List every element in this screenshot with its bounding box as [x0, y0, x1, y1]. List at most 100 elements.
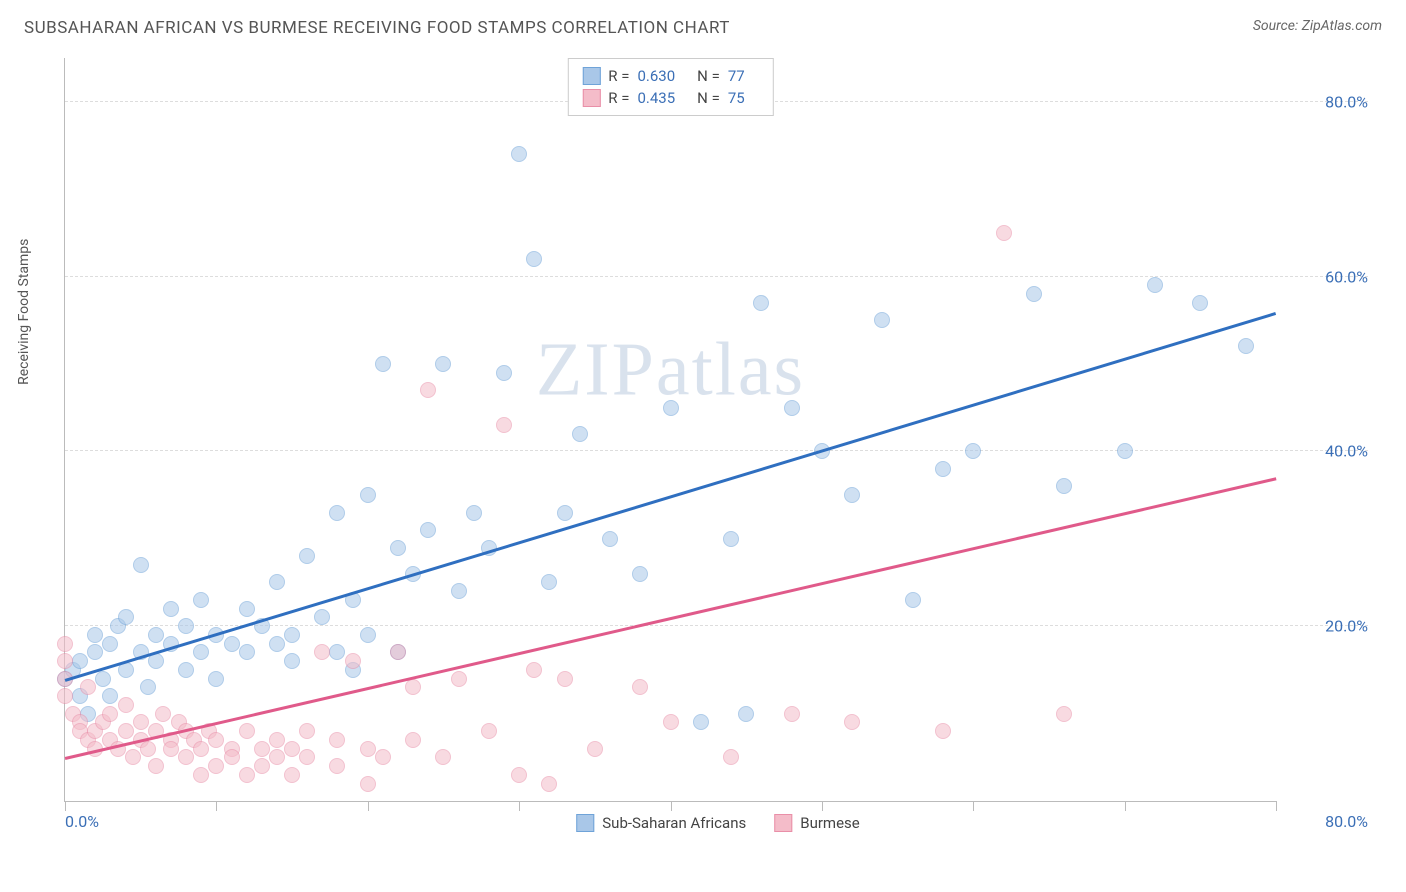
- x-axis-max-label: 80.0%: [1325, 812, 1368, 831]
- data-point: [314, 644, 330, 660]
- data-point: [435, 356, 451, 372]
- data-point: [254, 758, 270, 774]
- data-point: [557, 505, 573, 521]
- data-point: [375, 749, 391, 765]
- data-point: [451, 583, 467, 599]
- x-axis-min-label: 0.0%: [65, 812, 99, 831]
- data-point: [118, 609, 134, 625]
- data-point: [208, 671, 224, 687]
- swatch-series-a: [576, 814, 594, 832]
- x-tick: [519, 801, 520, 811]
- data-point: [163, 741, 179, 757]
- y-tick-label: 40.0%: [1282, 442, 1368, 461]
- data-point: [965, 443, 981, 459]
- data-point: [163, 601, 179, 617]
- data-point: [1117, 443, 1133, 459]
- data-point: [155, 706, 171, 722]
- data-point: [193, 592, 209, 608]
- data-point: [1056, 706, 1072, 722]
- data-point: [133, 714, 149, 730]
- data-point: [602, 531, 618, 547]
- swatch-series-a: [582, 67, 600, 85]
- data-point: [1056, 478, 1072, 494]
- x-tick: [216, 801, 217, 811]
- data-point: [95, 671, 111, 687]
- data-point: [496, 417, 512, 433]
- data-point: [178, 662, 194, 678]
- data-point: [208, 758, 224, 774]
- y-tick-label: 80.0%: [1282, 92, 1368, 111]
- data-point: [299, 548, 315, 564]
- data-point: [193, 644, 209, 660]
- data-point: [420, 522, 436, 538]
- y-tick-label: 60.0%: [1282, 267, 1368, 286]
- data-point: [526, 251, 542, 267]
- data-point: [148, 758, 164, 774]
- r-label: R =: [608, 89, 629, 107]
- data-point: [239, 644, 255, 660]
- gridline: [65, 276, 1368, 277]
- swatch-series-b: [774, 814, 792, 832]
- x-tick: [671, 801, 672, 811]
- legend-correlation: R = 0.630 N = 77 R = 0.435 N = 75: [567, 58, 773, 116]
- data-point: [345, 653, 361, 669]
- legend-item-b: Burmese: [774, 814, 860, 832]
- data-point: [632, 679, 648, 695]
- data-point: [844, 714, 860, 730]
- legend-label-a: Sub-Saharan Africans: [602, 814, 746, 832]
- data-point: [299, 749, 315, 765]
- data-point: [57, 636, 73, 652]
- data-point: [390, 644, 406, 660]
- data-point: [133, 557, 149, 573]
- data-point: [526, 662, 542, 678]
- data-point: [284, 741, 300, 757]
- plot-region: ZIPatlas R = 0.630 N = 77 R = 0.435 N = …: [64, 58, 1276, 802]
- data-point: [254, 741, 270, 757]
- r-value-a: 0.630: [637, 67, 675, 85]
- data-point: [481, 723, 497, 739]
- data-point: [269, 574, 285, 590]
- x-tick: [368, 801, 369, 811]
- data-point: [329, 505, 345, 521]
- data-point: [360, 741, 376, 757]
- chart-title: SUBSAHARAN AFRICAN VS BURMESE RECEIVING …: [24, 18, 730, 38]
- legend-row-series-a: R = 0.630 N = 77: [582, 65, 758, 87]
- data-point: [148, 627, 164, 643]
- data-point: [663, 714, 679, 730]
- data-point: [87, 644, 103, 660]
- data-point: [284, 767, 300, 783]
- data-point: [587, 741, 603, 757]
- data-point: [118, 723, 134, 739]
- data-point: [80, 679, 96, 695]
- data-point: [723, 749, 739, 765]
- legend-row-series-b: R = 0.435 N = 75: [582, 87, 758, 109]
- data-point: [224, 749, 240, 765]
- data-point: [1238, 338, 1254, 354]
- data-point: [269, 636, 285, 652]
- data-point: [178, 749, 194, 765]
- data-point: [496, 365, 512, 381]
- data-point: [140, 679, 156, 695]
- legend-label-b: Burmese: [800, 814, 860, 832]
- x-tick: [822, 801, 823, 811]
- data-point: [420, 382, 436, 398]
- n-label: N =: [697, 67, 720, 85]
- data-point: [193, 767, 209, 783]
- gridline: [65, 450, 1368, 451]
- swatch-series-b: [582, 89, 600, 107]
- data-point: [72, 653, 88, 669]
- data-point: [1147, 277, 1163, 293]
- data-point: [935, 723, 951, 739]
- data-point: [239, 767, 255, 783]
- data-point: [996, 225, 1012, 241]
- data-point: [314, 609, 330, 625]
- r-label: R =: [608, 67, 629, 85]
- data-point: [284, 627, 300, 643]
- data-point: [102, 636, 118, 652]
- data-point: [723, 531, 739, 547]
- data-point: [269, 732, 285, 748]
- y-axis-label: Receiving Food Stamps: [16, 239, 32, 385]
- data-point: [905, 592, 921, 608]
- data-point: [1026, 286, 1042, 302]
- data-point: [178, 618, 194, 634]
